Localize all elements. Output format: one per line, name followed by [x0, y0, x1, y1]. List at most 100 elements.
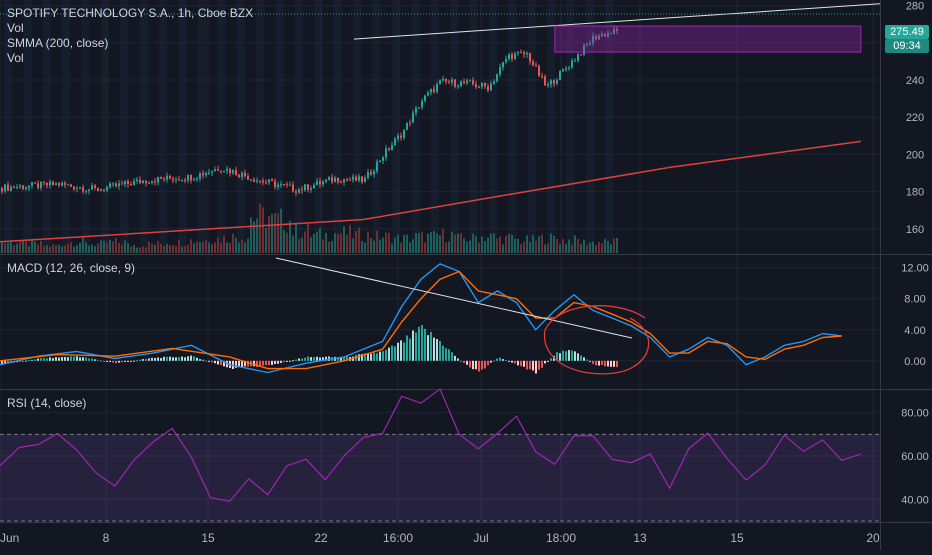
volume-bar — [394, 237, 396, 253]
volume-bar — [508, 234, 510, 253]
candle-body — [205, 173, 207, 176]
volume-bar — [577, 239, 579, 253]
volume-bar — [136, 247, 138, 253]
candle-body — [82, 187, 84, 192]
candle-body — [169, 175, 171, 179]
volume-bar — [298, 239, 300, 253]
macd-histogram-bar — [505, 359, 507, 361]
candle-body — [160, 177, 162, 179]
macd-histogram-bar — [271, 360, 273, 365]
macd-histogram-bar — [64, 357, 66, 361]
volume-bar — [361, 240, 363, 253]
rsi-label[interactable]: RSI (14, close) — [7, 396, 87, 410]
volume-bar — [535, 240, 537, 253]
volume-bar — [406, 234, 408, 253]
candle-body — [31, 182, 33, 186]
volume-bar — [10, 241, 12, 253]
candle-body — [64, 182, 66, 185]
candle-body — [571, 60, 573, 68]
candle-body — [436, 84, 438, 92]
price-axis-tick: 280 — [906, 1, 924, 13]
price-axis-tick: 220 — [906, 112, 924, 124]
macd-histogram-bar — [598, 360, 600, 366]
volume-bar — [316, 231, 318, 253]
session-band — [314, 0, 323, 253]
candle-body — [7, 184, 9, 191]
candle-body — [415, 107, 417, 113]
volume-bar — [493, 233, 495, 253]
volume-bar — [475, 236, 477, 253]
volume-bar — [358, 227, 360, 253]
macd-histogram-bar — [616, 360, 618, 368]
candle-body — [190, 174, 192, 181]
macd-histogram-bar — [613, 360, 615, 367]
volume-bar — [112, 241, 114, 253]
macd-histogram-bar — [343, 356, 345, 361]
volume-bar — [160, 244, 162, 253]
macd-trendline — [275, 257, 633, 339]
candle-body — [100, 189, 102, 192]
candle-body — [430, 88, 432, 93]
macd-histogram-bar — [517, 360, 519, 366]
candle-body — [256, 180, 258, 182]
candle-body — [466, 80, 468, 84]
candle-body — [424, 95, 426, 101]
candle-body — [529, 52, 531, 62]
macd-histogram-bar — [421, 325, 423, 361]
macd-histogram-bar — [34, 359, 36, 361]
candle-body — [553, 80, 555, 84]
candle-body — [178, 179, 180, 181]
volume-bar — [502, 244, 504, 253]
chart-title[interactable]: SPOTIFY TECHNOLOGY S.A., 1h, Cboe BZX — [7, 6, 254, 20]
macd-label[interactable]: MACD (12, 26, close, 9) — [7, 261, 136, 275]
time-axis-tick: Jul — [473, 531, 488, 545]
legend-smma[interactable]: SMMA (200, close) — [7, 36, 109, 50]
volume-bar — [322, 239, 324, 253]
candle-body — [367, 172, 369, 178]
volume-bar — [319, 228, 321, 253]
macd-histogram-bar — [208, 360, 210, 362]
macd-histogram-bar — [469, 360, 471, 368]
candle-body — [574, 60, 576, 62]
candle-body — [166, 175, 168, 180]
candle-body — [604, 34, 606, 37]
candle-body — [238, 174, 240, 177]
macd-histogram-bar — [523, 360, 525, 367]
time-axis-tick: 20 — [866, 531, 880, 545]
candle-body — [97, 187, 99, 192]
candle-body — [142, 180, 144, 183]
macd-histogram-bar — [514, 360, 516, 364]
session-band — [392, 0, 400, 253]
candle-body — [331, 177, 333, 182]
time-axis-tick: 15 — [201, 531, 215, 545]
candle-body — [136, 179, 138, 182]
session-band — [159, 0, 168, 253]
volume-bar — [388, 232, 390, 253]
macd-histogram-bar — [121, 360, 123, 363]
candle-body — [214, 169, 216, 172]
candle-body — [124, 181, 126, 185]
candle-body — [406, 122, 408, 130]
consolidation-box — [554, 25, 862, 53]
candle-body — [391, 145, 393, 150]
candle-body — [37, 183, 39, 188]
macd-histogram-bar — [490, 360, 492, 363]
macd-histogram-bar — [244, 360, 246, 367]
macd-histogram-bar — [301, 358, 303, 361]
macd-histogram-bar — [262, 360, 264, 366]
candle-body — [10, 186, 12, 191]
candle-body — [508, 54, 510, 60]
macd-histogram-bar — [52, 358, 54, 361]
macd-histogram-bar — [460, 360, 462, 362]
candle-body — [226, 168, 228, 171]
candle-body — [577, 54, 579, 61]
session-band — [198, 0, 206, 253]
volume-bar — [565, 243, 567, 253]
volume-bar — [100, 240, 102, 253]
legend-volume[interactable]: Vol — [7, 21, 24, 35]
candle-body — [46, 182, 48, 186]
candle-body — [451, 79, 453, 83]
legend-volume-2[interactable]: Vol — [7, 51, 24, 65]
volume-bar — [307, 224, 309, 253]
